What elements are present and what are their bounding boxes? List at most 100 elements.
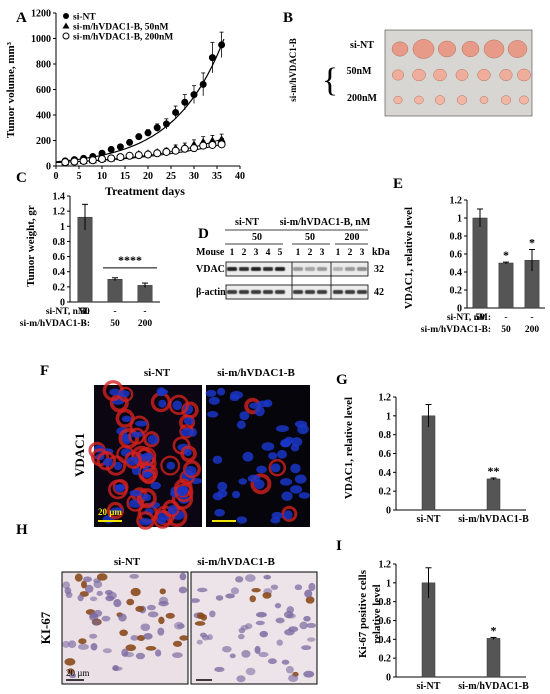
tumor-sample <box>433 68 447 82</box>
ihc-nucleus <box>307 637 316 642</box>
blot-band-label-actin: β-actin <box>196 287 226 298</box>
if-nucleus <box>102 458 113 467</box>
chart-ytick-label: 0 <box>60 298 65 309</box>
if-nucleus <box>157 517 167 525</box>
blot-header-si-vdac1: si-m/hVDAC1-B, nM <box>280 217 371 228</box>
chart-bar <box>107 279 123 303</box>
ihc-nucleus <box>143 633 153 640</box>
chart-ytick-label: 0.4 <box>379 635 392 646</box>
ihc-nucleus <box>89 596 98 602</box>
chart-a-point-200nm <box>98 154 106 163</box>
chart-a-point-200nm <box>144 150 152 159</box>
tumor-sample <box>479 96 489 104</box>
ihc-nucleus <box>93 609 103 617</box>
panel-label-a: A <box>16 10 27 26</box>
chart-ytick-label: 0.8 <box>53 237 66 248</box>
ihc-nucleus <box>135 652 146 660</box>
ihc-ki67-positive-nucleus <box>172 640 183 647</box>
tumor-sample <box>414 95 424 105</box>
chart-a-ytick-label: 600 <box>36 85 51 96</box>
ihc-ki67-positive-nucleus <box>165 612 175 619</box>
photo-b-side-label: si-m/hVDAC1-B <box>288 38 298 102</box>
chart-condition-row-label: si-NT, nM: <box>46 307 90 317</box>
chart-a-xlabel: Treatment days <box>105 184 185 198</box>
ihc-nucleus <box>158 600 169 607</box>
chart-ytick-label: 0.4 <box>450 268 463 279</box>
blot-kda-vdac1: 32 <box>374 264 384 275</box>
ihc-nucleus <box>118 613 127 622</box>
blot-kda-label: kDa <box>372 247 390 258</box>
blot-lane-number: 4 <box>266 248 271 258</box>
if-nucleus <box>212 455 223 464</box>
panel-label-c: C <box>16 170 27 186</box>
chart-category-label: si-NT <box>417 681 441 692</box>
chart-a-xtick-label: 40 <box>235 171 245 182</box>
if-nucleus <box>214 508 225 517</box>
chart-a-trend-line <box>55 38 225 163</box>
panel-label-f: F <box>40 363 49 379</box>
if-nucleus <box>109 388 121 396</box>
ihc-nucleus <box>62 640 70 648</box>
chart-ytick-label: 0.4 <box>379 468 392 479</box>
ihc-ki67-positive-nucleus <box>200 614 208 621</box>
ihc-nucleus <box>89 633 98 639</box>
chart-c-tumor-weight: Tumor weight, gr 0 0.2 0.4 0.6 0.8 1 1.2 1.4 si-… <box>20 192 160 329</box>
chart-a-point-200nm <box>162 147 171 156</box>
blot-dose-3: 200 <box>345 232 360 243</box>
ihc-ki67-positive-nucleus <box>96 573 108 581</box>
if-vdac1-signal <box>182 460 201 479</box>
blot-header-si-nt: si-NT <box>235 217 259 228</box>
chart-a-xtick-label: 20 <box>143 171 153 182</box>
blot-band-actin <box>263 290 273 294</box>
if-label-si-nt: si-NT <box>144 367 171 379</box>
ihc-nucleus <box>101 615 111 622</box>
chart-a-point-200nm <box>61 158 70 167</box>
if-nucleus <box>205 389 217 397</box>
chart-condition-cell: 200 <box>525 325 540 335</box>
if-nucleus <box>217 481 228 492</box>
if-nucleus <box>256 465 267 474</box>
chart-a-xtick-label: 25 <box>166 171 176 182</box>
ihc-nucleus <box>140 623 151 631</box>
if-vdac1-signal <box>108 479 128 500</box>
ihc-nucleus <box>267 658 277 665</box>
chart-a-tumor-volume: Tumor volume, mm³ Treatment days 0200400… <box>5 9 245 199</box>
ihc-nucleus <box>146 604 156 611</box>
blot-band-vdac1 <box>239 267 249 271</box>
chart-a-legend-marker <box>62 32 70 40</box>
if-nucleus <box>283 510 293 520</box>
photo-b-row-label-1: si-NT <box>350 40 374 51</box>
blot-band-vdac1 <box>357 267 367 271</box>
if-nucleus <box>118 390 130 398</box>
ihc-nucleus <box>288 626 299 633</box>
chart-ytick-label: 1.2 <box>379 393 392 404</box>
chart-significance-mark: * <box>503 248 509 262</box>
chart-i-ylabel-line-1: Ki-67 positive cells <box>357 569 369 658</box>
chart-a-point-si-nt <box>135 133 143 141</box>
chart-ytick-label: 0.2 <box>379 487 392 498</box>
tumor-sample <box>455 69 469 81</box>
chart-a-xtick-label: 10 <box>97 171 107 182</box>
ihc-nucleus <box>241 650 251 658</box>
chart-condition-row-label: si-m/hVDAC1-B: <box>20 319 90 329</box>
chart-significance-mark: ** <box>488 464 500 478</box>
chart-bar <box>498 262 514 309</box>
if-nucleus <box>172 400 183 411</box>
chart-category-label: si-m/hVDAC1-B <box>458 681 529 692</box>
tumor-sample <box>392 69 404 81</box>
ihc-ki67-positive-nucleus <box>125 644 137 652</box>
chart-bar <box>472 217 488 309</box>
if-vdac1-signal <box>136 488 157 509</box>
ihc-ki67-positive-nucleus <box>251 587 261 593</box>
if-nucleus <box>294 420 308 428</box>
ihc-nucleus <box>306 622 317 629</box>
chart-bar <box>486 478 501 511</box>
chart-condition-cell: 50 <box>475 313 485 323</box>
chart-ytick-label: 1 <box>457 214 462 225</box>
ihc-nucleus <box>102 648 112 654</box>
ihc-nucleus <box>235 576 244 583</box>
ihc-ki67-positive-nucleus <box>137 634 146 641</box>
chart-a-point-si-nt <box>98 149 106 157</box>
if-nucleus <box>290 444 300 452</box>
